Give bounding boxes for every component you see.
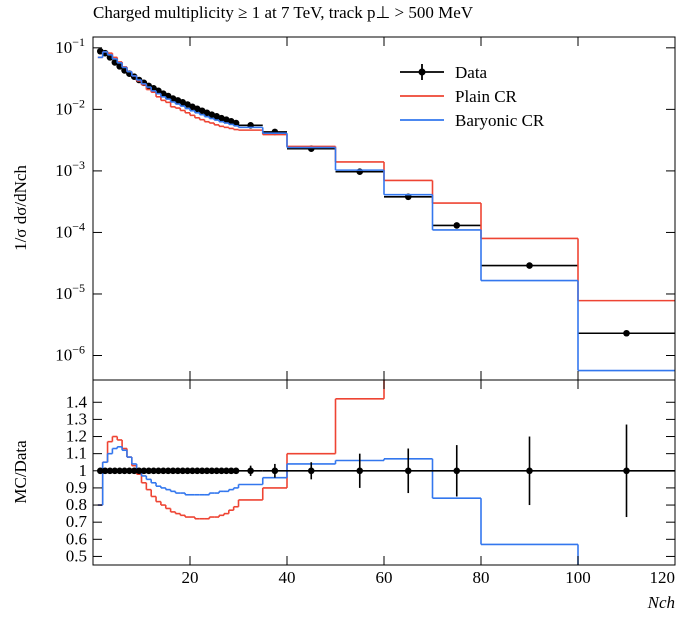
- y-tick-label: 0.5: [66, 546, 87, 565]
- y-tick-base: 10: [55, 284, 72, 303]
- y-tick-label: 0.8: [66, 495, 87, 514]
- data-point: [126, 467, 133, 475]
- data-point: [203, 467, 211, 475]
- y-tick-base: 10: [55, 346, 72, 365]
- data-point: [193, 467, 201, 475]
- x-tick-label: 40: [279, 568, 296, 587]
- chart-title: Charged multiplicity ≥ 1 at 7 TeV, track…: [93, 3, 474, 22]
- data-point: [160, 467, 167, 475]
- data-point: [164, 467, 172, 475]
- data-point: [150, 467, 157, 475]
- y-tick-exponent: −4: [72, 219, 85, 233]
- x-tick-label: 100: [565, 568, 591, 587]
- y-tick-label: 10−1: [55, 35, 85, 57]
- x-tick-label: 60: [376, 568, 393, 587]
- data-point: [213, 467, 220, 475]
- legend-label: Data: [455, 63, 488, 82]
- ratio-frame: [92, 379, 676, 566]
- y-tick-base: 10: [55, 99, 72, 118]
- y-tick-exponent: −5: [72, 281, 85, 295]
- y-tick-label: 0.6: [66, 529, 87, 548]
- ratio-axis-label: MC/Data: [11, 440, 30, 504]
- main-frame: [92, 36, 676, 381]
- legend-label: Plain CR: [455, 87, 518, 106]
- y-tick-label: 10−5: [55, 281, 85, 303]
- y-tick-exponent: −6: [72, 343, 85, 357]
- data-point: [140, 467, 148, 475]
- data-point: [174, 467, 182, 475]
- data-point: [121, 467, 128, 475]
- x-tick-label: 120: [650, 568, 676, 587]
- data-point: [145, 467, 153, 475]
- data-point: [232, 467, 240, 475]
- y-tick-label: 1: [79, 461, 88, 480]
- data-point: [453, 222, 461, 229]
- ratio-plot: [96, 380, 675, 565]
- data-point: [404, 467, 412, 475]
- x-axis-label: Nch: [647, 593, 675, 612]
- y-tick-exponent: −2: [72, 96, 85, 110]
- y-tick-label: 0.7: [66, 512, 88, 531]
- legend-label: Baryonic CR: [455, 111, 545, 130]
- y-tick-label: 1.3: [66, 409, 87, 428]
- y-tick-label: 1.4: [66, 392, 88, 411]
- data-point: [111, 467, 119, 475]
- data-point: [271, 467, 279, 475]
- data-point: [526, 262, 533, 269]
- y-tick-label: 10−2: [55, 96, 85, 118]
- data-point: [526, 467, 533, 475]
- y-tick-label: 1.1: [66, 444, 87, 463]
- data-point: [307, 467, 315, 475]
- y-tick-exponent: −1: [72, 35, 85, 49]
- data-point: [247, 467, 254, 475]
- data-point: [179, 467, 187, 475]
- data-point: [623, 329, 630, 337]
- data-point: [198, 467, 206, 475]
- data-point: [116, 467, 123, 475]
- data-point: [101, 467, 109, 475]
- y-tick-label: 10−3: [55, 158, 85, 180]
- legend-marker: [418, 68, 426, 76]
- data-point: [189, 467, 196, 475]
- y-tick-label: 0.9: [66, 478, 87, 497]
- data-point: [169, 467, 177, 475]
- y-axis-label: 1/σ dσ/dNch: [11, 165, 30, 251]
- data-point: [155, 467, 162, 475]
- data-point: [208, 467, 216, 475]
- data-point: [453, 467, 461, 475]
- y-tick-base: 10: [55, 38, 72, 57]
- data-point: [130, 467, 138, 475]
- data-point: [223, 467, 230, 475]
- data-point: [218, 467, 225, 475]
- main-plot: [96, 47, 675, 372]
- data-point: [227, 467, 235, 475]
- data-point: [623, 467, 630, 475]
- y-tick-label: 10−6: [55, 343, 85, 365]
- y-tick-exponent: −3: [72, 158, 85, 172]
- y-tick-label: 10−4: [55, 219, 85, 241]
- data-point: [356, 467, 364, 475]
- x-tick-label: 80: [473, 568, 490, 587]
- data-point: [184, 467, 191, 475]
- data-point: [106, 467, 114, 475]
- x-tick-label: 20: [182, 568, 199, 587]
- data-point: [135, 467, 143, 475]
- y-tick-label: 1.2: [66, 427, 87, 446]
- y-tick-base: 10: [55, 161, 72, 180]
- y-tick-base: 10: [55, 222, 72, 241]
